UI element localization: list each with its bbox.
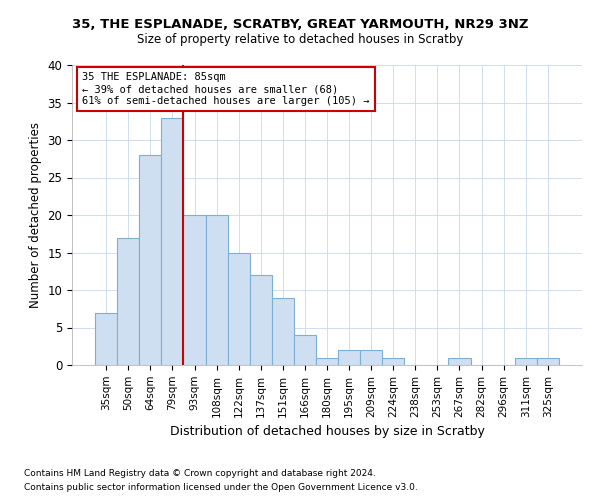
Text: 35 THE ESPLANADE: 85sqm
← 39% of detached houses are smaller (68)
61% of semi-de: 35 THE ESPLANADE: 85sqm ← 39% of detache… [82, 72, 370, 106]
Bar [360, 350, 382, 365]
Text: Contains public sector information licensed under the Open Government Licence v3: Contains public sector information licen… [24, 484, 418, 492]
Bar [515, 358, 537, 365]
Bar [184, 215, 206, 365]
Bar [382, 358, 404, 365]
Bar [227, 252, 250, 365]
Bar [338, 350, 360, 365]
Y-axis label: Number of detached properties: Number of detached properties [29, 122, 42, 308]
Bar [537, 358, 559, 365]
Bar [316, 358, 338, 365]
Bar [448, 358, 470, 365]
Bar [272, 298, 294, 365]
Bar [206, 215, 227, 365]
Bar [139, 155, 161, 365]
Text: Contains HM Land Registry data © Crown copyright and database right 2024.: Contains HM Land Registry data © Crown c… [24, 468, 376, 477]
Bar [161, 118, 184, 365]
Bar [95, 312, 117, 365]
Bar [294, 335, 316, 365]
X-axis label: Distribution of detached houses by size in Scratby: Distribution of detached houses by size … [170, 425, 484, 438]
Bar [117, 238, 139, 365]
Text: 35, THE ESPLANADE, SCRATBY, GREAT YARMOUTH, NR29 3NZ: 35, THE ESPLANADE, SCRATBY, GREAT YARMOU… [72, 18, 528, 30]
Bar [250, 275, 272, 365]
Text: Size of property relative to detached houses in Scratby: Size of property relative to detached ho… [137, 32, 463, 46]
